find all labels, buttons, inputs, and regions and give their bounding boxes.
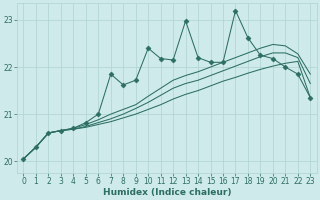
X-axis label: Humidex (Indice chaleur): Humidex (Indice chaleur)	[103, 188, 231, 197]
